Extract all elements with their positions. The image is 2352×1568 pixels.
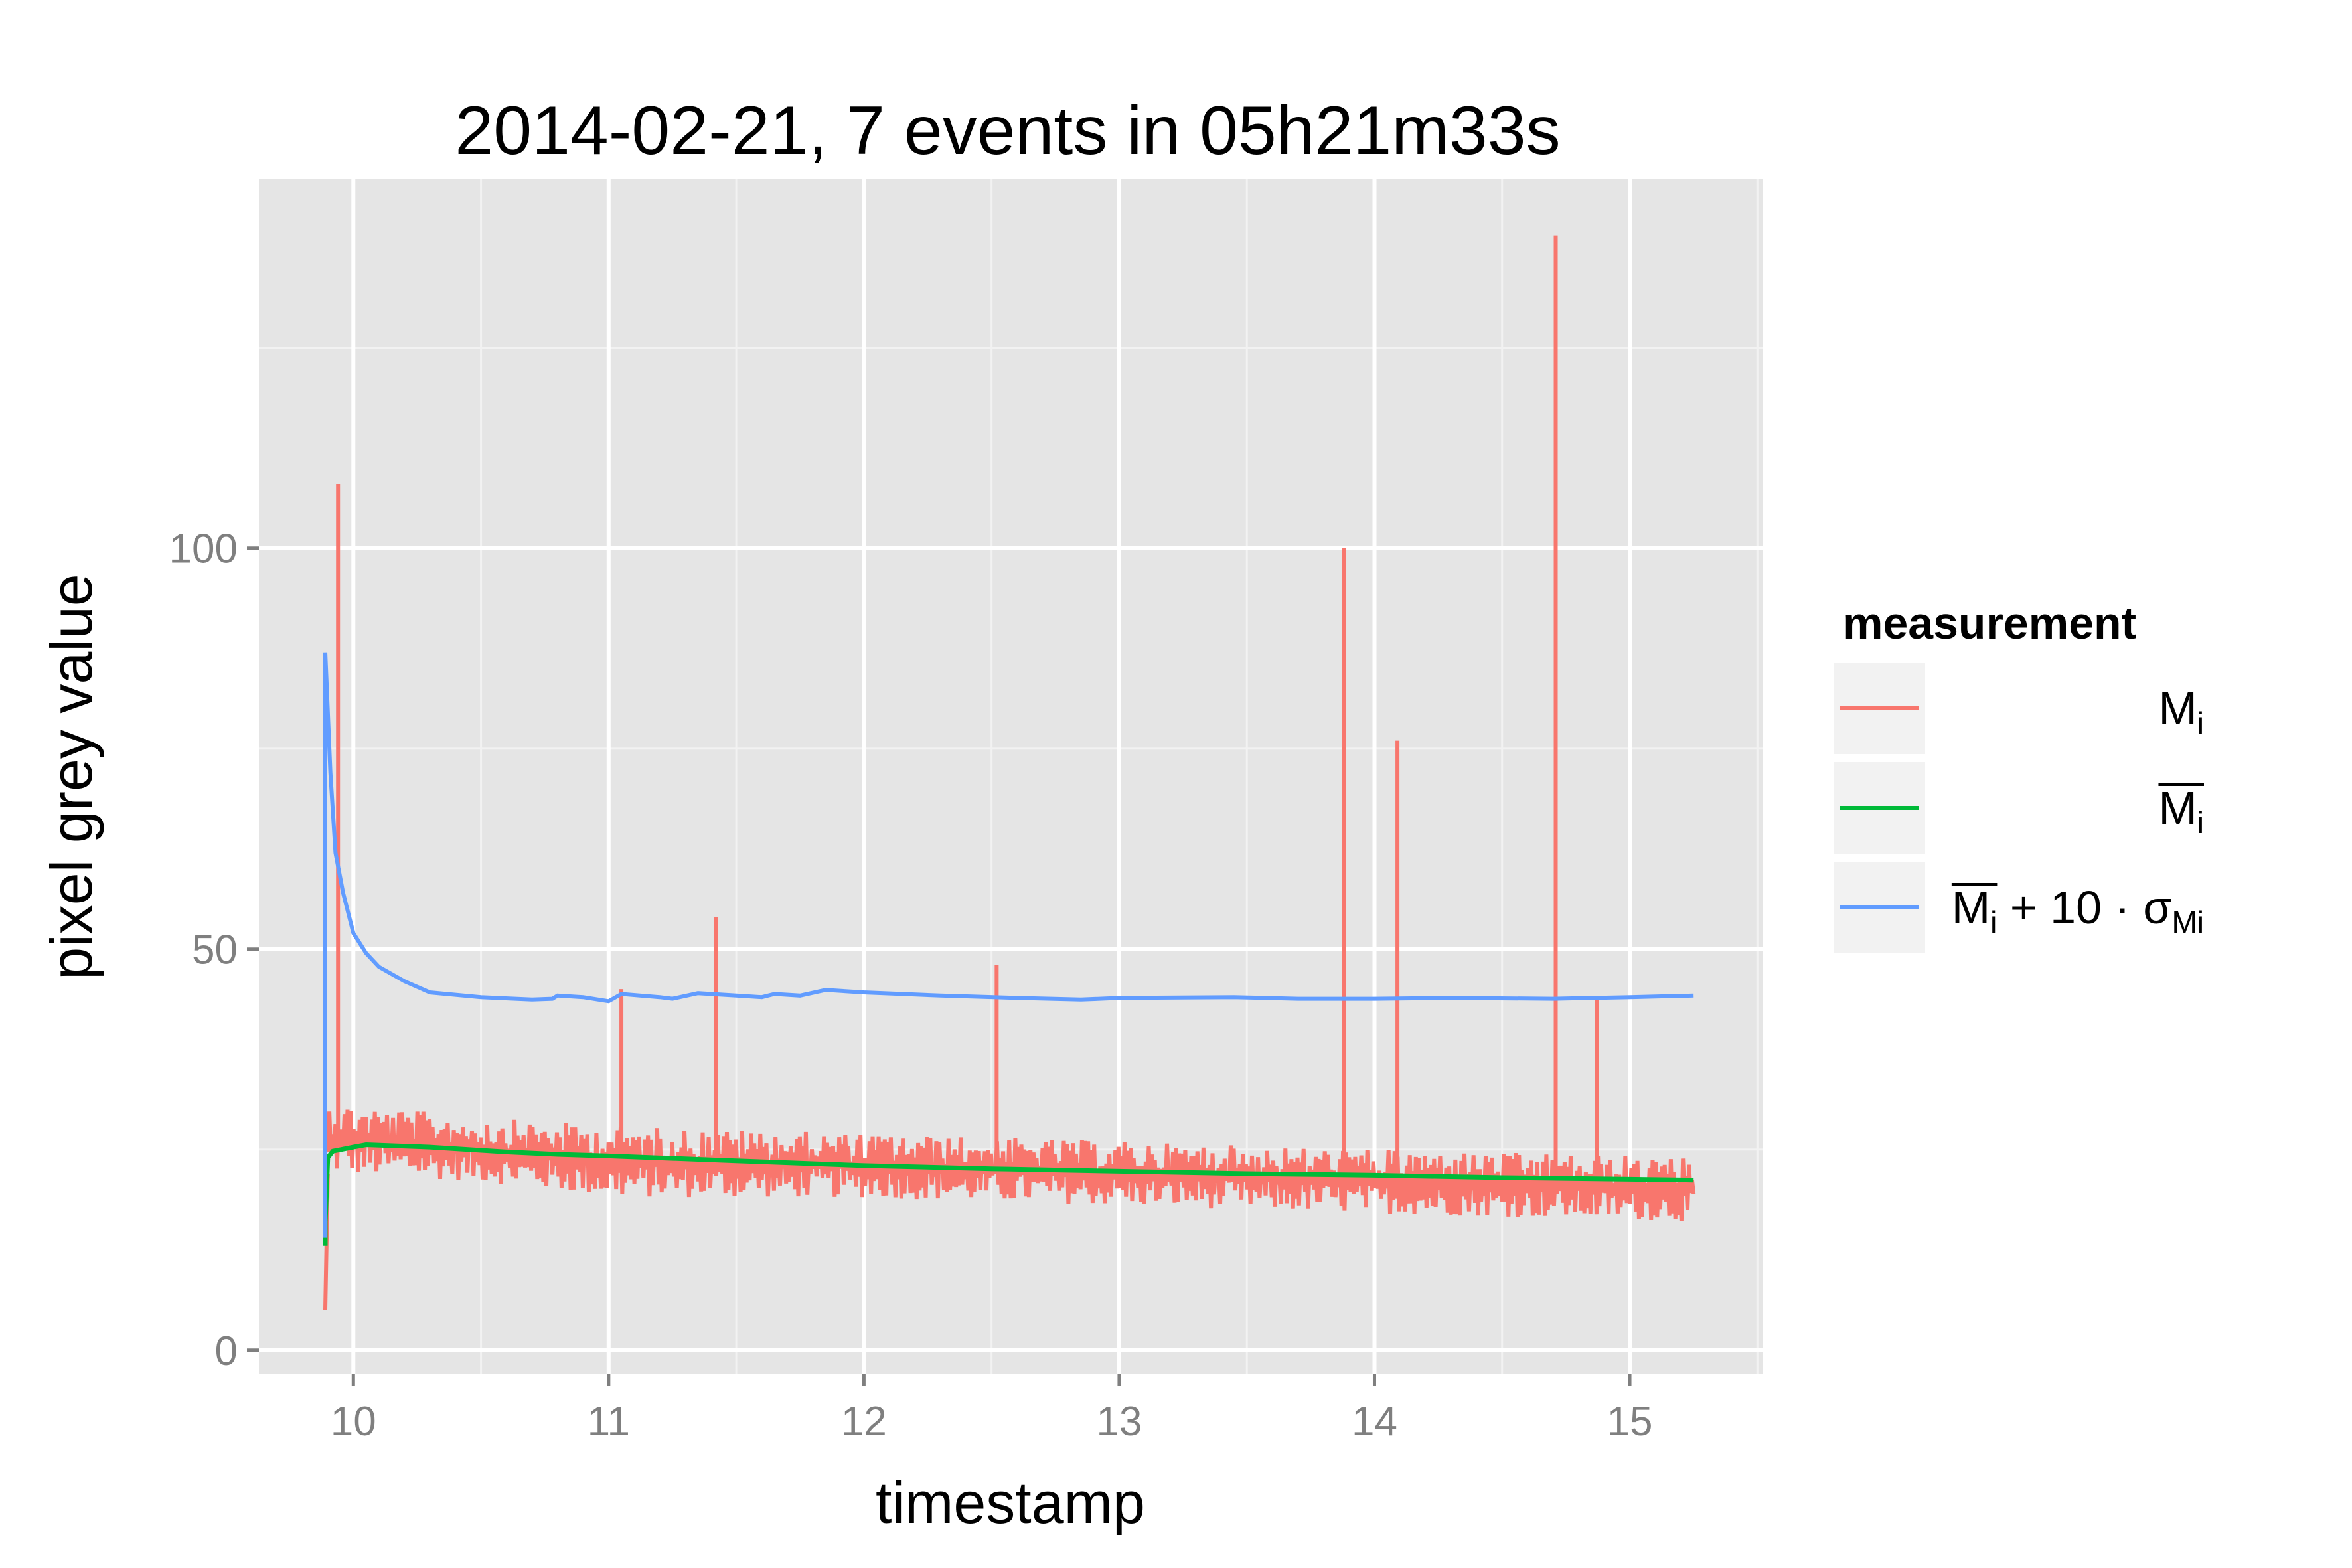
legend-item: Mi — [1834, 663, 2204, 754]
x-tick-label: 14 — [1352, 1399, 1397, 1445]
legend-label-sub: i — [2197, 805, 2204, 840]
series-layer — [323, 235, 1696, 1310]
y-tick-label: 50 — [192, 927, 238, 973]
y-tick-label: 0 — [215, 1328, 238, 1374]
plot-panel — [259, 179, 1763, 1374]
grid-minor — [259, 179, 1763, 1374]
x-tick-label: 11 — [588, 1399, 630, 1445]
legend-label-base: M — [2158, 782, 2197, 834]
series-threshold-line — [323, 652, 1694, 1238]
series-mi-spikes — [336, 235, 1599, 1188]
legend-item: Mi — [1834, 762, 2204, 854]
chart-title: 2014-02-21, 7 events in 05h21m33s — [455, 92, 1560, 169]
legend-label-sub: i — [1990, 905, 1997, 939]
x-tick-label: 13 — [1096, 1399, 1142, 1445]
legend-title: measurement — [1843, 598, 2136, 649]
x-tick-label: 10 — [331, 1399, 376, 1445]
y-tick-label: 100 — [169, 526, 238, 572]
legend-label: Mi + 10 · σMi — [1952, 882, 2204, 939]
legend-label: Mi — [2158, 682, 2204, 740]
legend-label-sub: i — [2197, 706, 2204, 740]
x-axis: 10 11 12 13 14 15 — [331, 1374, 1653, 1445]
legend-label-base: M — [2158, 682, 2197, 734]
legend-label-suffix: + 10 · σ — [1997, 882, 2171, 933]
x-axis-title: timestamp — [876, 1470, 1145, 1535]
x-tick-label: 15 — [1607, 1399, 1653, 1445]
legend-label-suffix-sub: Mi — [2171, 905, 2204, 939]
legend-label: Mi — [2158, 782, 2204, 840]
legend-item: Mi + 10 · σMi — [1834, 862, 2204, 953]
y-axis-title: pixel grey value — [39, 574, 104, 979]
y-axis: 0 50 100 — [169, 526, 259, 1374]
legend-label-base: M — [1952, 882, 1990, 933]
x-tick-label: 12 — [841, 1399, 887, 1445]
series-mi-noise — [325, 1109, 1696, 1221]
series-mean-line — [323, 1142, 1694, 1246]
